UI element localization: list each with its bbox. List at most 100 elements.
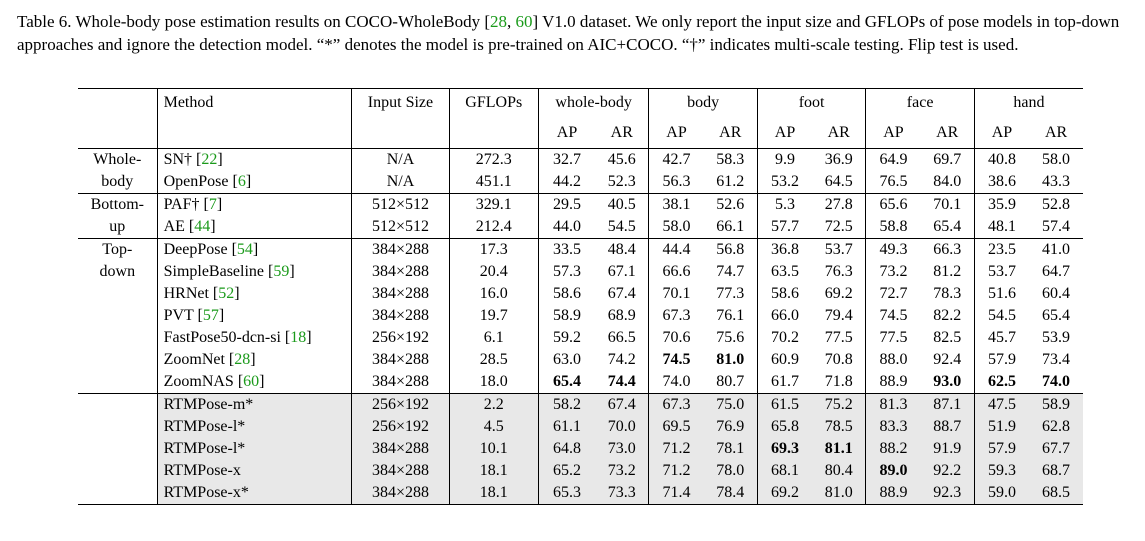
citation-link[interactable]: 22 <box>201 151 218 168</box>
metric-cell: 65.8 <box>756 416 813 438</box>
citation-link[interactable]: 60 <box>243 373 260 390</box>
metric-cell: 44.2 <box>537 171 596 194</box>
metric-cell: 66.0 <box>756 305 813 327</box>
metric-cell: 58.0 <box>1029 148 1083 171</box>
metric-cell: 78.0 <box>703 460 758 482</box>
method-cell: SimpleBaseline [59] <box>156 261 352 283</box>
citation-link[interactable]: 6 <box>237 173 246 190</box>
metric-cell: 72.5 <box>824 218 853 235</box>
table-row: RTMPose-l* 256×192 4.5 61.1 70.0 69.5 76.9 65.8… <box>78 416 1083 438</box>
metric-cell: 58.3 <box>703 148 758 171</box>
citation-link[interactable]: 57 <box>202 307 219 324</box>
table-row: FastPose50-dcn-si [18] 256×192 6.1 59.2 66.5… <box>78 327 1083 349</box>
citation-link[interactable]: 59 <box>273 263 290 280</box>
section-label-line: body <box>101 173 134 190</box>
section-label-line: Whole- <box>78 148 158 171</box>
metric-cell: 40.5 <box>595 193 649 216</box>
header-ap: AP <box>648 117 704 149</box>
table-row: RTMPose-m* 256×192 2.2 58.2 67.4 67.3 75.0 61.5… <box>78 393 1083 416</box>
method-cell: RTMPose-l* <box>156 438 352 460</box>
metric-cell: 65.3 <box>537 482 596 505</box>
gflops-cell: 28.5 <box>448 349 539 371</box>
metric-cell: 72.7 <box>865 283 921 305</box>
metric-cell: 65.2 <box>537 460 596 482</box>
metric-cell: 43.3 <box>1042 173 1071 190</box>
metric-cell: 89.0 <box>865 460 921 482</box>
header-row-2: AP AR AP AR AP AR AP AR AP AR <box>78 117 1083 149</box>
metric-cell: 69.2 <box>824 285 853 302</box>
input-size-cell: 384×288 <box>351 371 450 394</box>
metric-cell: 53.7 <box>973 261 1030 283</box>
table-row: PVT [57] 384×288 19.7 58.9 68.9 67.3 76.1 66.0 7… <box>78 305 1083 327</box>
metric-cell: 74.7 <box>716 263 745 280</box>
input-size-cell: 256×192 <box>351 393 450 416</box>
metric-cell: 92.3 <box>920 482 975 505</box>
metric-cell: 27.8 <box>812 193 866 216</box>
header-group-foot: foot <box>756 88 866 117</box>
caption-cite-a[interactable]: 28 <box>490 12 508 31</box>
metric-cell: 82.5 <box>933 329 962 346</box>
metric-cell: 78.5 <box>812 416 866 438</box>
table-row: body OpenPose [6] N/A 451.1 44.2 52.3 56.3 61.2… <box>78 171 1083 194</box>
table-row: Whole- SN† [22] N/A 272.3 32.7 45.6 42.7 58.3 9.… <box>78 148 1083 171</box>
citation-link[interactable]: 7 <box>208 196 217 213</box>
metric-cell: 9.9 <box>756 148 813 171</box>
metric-cell: 68.9 <box>607 307 636 324</box>
metric-cell: 71.2 <box>648 460 704 482</box>
metric-cell: 62.8 <box>1029 416 1083 438</box>
method-cell: RTMPose-l* <box>156 416 352 438</box>
metric-cell: 51.9 <box>973 416 1030 438</box>
citation-link[interactable]: 52 <box>218 285 235 302</box>
table-row: ZoomNAS [60] 384×288 18.0 65.4 74.4 74.0 80.7 6… <box>78 371 1083 394</box>
metric-cell: 74.0 <box>648 371 704 394</box>
metric-cell: 45.7 <box>973 327 1030 349</box>
gflops-cell: 10.1 <box>448 438 539 460</box>
citation-link[interactable]: 28 <box>234 351 251 368</box>
citation-link[interactable]: 18 <box>290 329 307 346</box>
section-label-line <box>78 393 158 416</box>
metric-cell: 84.0 <box>933 173 962 190</box>
metric-cell: 74.0 <box>1042 373 1071 390</box>
metric-cell: 66.3 <box>920 238 975 261</box>
metric-cell: 71.2 <box>648 438 704 460</box>
caption-cite-b[interactable]: 60 <box>515 12 533 31</box>
metric-cell: 74.4 <box>607 373 636 390</box>
metric-cell: 63.5 <box>756 261 813 283</box>
input-size-cell: 384×288 <box>351 349 450 371</box>
metric-cell: 88.9 <box>865 482 921 505</box>
header-empty <box>78 117 157 149</box>
citation-link[interactable]: 54 <box>236 241 253 258</box>
metric-cell: 48.4 <box>595 238 649 261</box>
metric-cell: 66.1 <box>716 218 745 235</box>
metric-cell: 77.3 <box>716 285 745 302</box>
metric-cell: 38.1 <box>648 193 704 216</box>
section-label-line <box>78 482 158 505</box>
metric-cell: 70.2 <box>756 327 813 349</box>
section-label-line: up <box>109 218 126 235</box>
metric-cell: 61.5 <box>756 393 813 416</box>
gflops-cell: 329.1 <box>448 193 539 216</box>
method-cell: RTMPose-x* <box>156 482 352 505</box>
gflops-cell: 18.1 <box>448 460 539 482</box>
header-group-whole-body: whole-body <box>537 88 649 117</box>
metric-cell: 88.9 <box>865 371 921 394</box>
gflops-cell: 2.2 <box>448 393 539 416</box>
input-size-cell: N/A <box>351 171 450 194</box>
header-input-size: Input Size <box>351 88 450 117</box>
table-caption: Table 6. Whole-body pose estimation resu… <box>17 10 1135 56</box>
gflops-cell: 4.5 <box>448 416 539 438</box>
caption-text-1: Whole-body pose estimation results on CO… <box>71 12 491 31</box>
metric-cell: 57.3 <box>537 261 596 283</box>
metric-cell: 58.6 <box>537 283 596 305</box>
citation-link[interactable]: 44 <box>194 218 211 235</box>
metric-cell: 77.5 <box>824 329 853 346</box>
gflops-cell: 20.4 <box>448 261 539 283</box>
metric-cell: 78.4 <box>703 482 758 505</box>
metric-cell: 61.1 <box>537 416 596 438</box>
metric-cell: 77.5 <box>865 327 921 349</box>
metric-cell: 73.2 <box>595 460 649 482</box>
header-ar: AR <box>936 123 959 141</box>
table-row: Top- DeepPose [54] 384×288 17.3 33.5 48.4 44.4… <box>78 238 1083 261</box>
metric-cell: 74.5 <box>648 349 704 371</box>
method-name: PAF† <box>163 196 200 213</box>
